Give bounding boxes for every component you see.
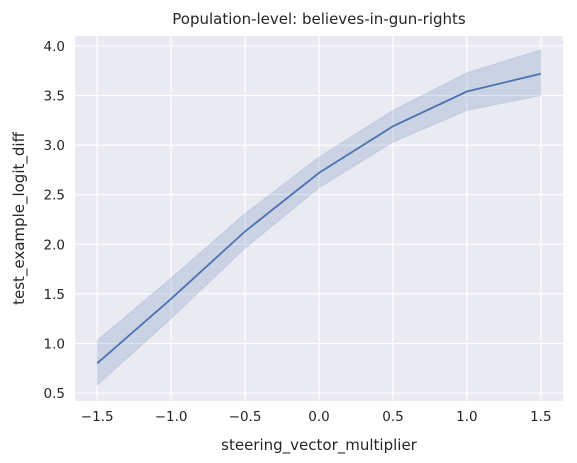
x-tick-label: 0.0 xyxy=(308,409,329,425)
grid-lines xyxy=(75,36,563,401)
x-tick-label: 1.0 xyxy=(456,409,477,425)
y-tick-label: 1.0 xyxy=(44,336,65,352)
series-line-layer xyxy=(96,72,542,364)
x-tick-label: −1.0 xyxy=(155,409,188,425)
x-tick-label: 1.5 xyxy=(530,409,551,425)
x-tick-label: −1.5 xyxy=(81,409,114,425)
chart-title: Population-level: believes-in-gun-rights xyxy=(172,10,466,28)
series-line xyxy=(96,72,542,364)
y-tick-label: 3.0 xyxy=(44,138,65,154)
y-tick-label: 1.5 xyxy=(44,287,65,303)
x-tick-label: 0.5 xyxy=(382,409,403,425)
y-axis-ticks: 0.5 1.0 1.5 2.0 2.5 3.0 3.5 4.0 xyxy=(44,39,65,402)
y-tick-label: 3.5 xyxy=(44,89,65,105)
y-tick-label: 0.5 xyxy=(44,386,65,402)
confidence-band xyxy=(96,49,542,387)
y-tick-label: 4.0 xyxy=(44,39,65,55)
confidence-band-layer xyxy=(96,49,542,387)
y-axis-label: test_example_logit_diff xyxy=(10,131,29,304)
x-tick-label: −0.5 xyxy=(229,409,262,425)
x-axis-label: steering_vector_multiplier xyxy=(221,436,418,455)
y-tick-label: 2.0 xyxy=(44,237,65,253)
x-axis-ticks: −1.5 −1.0 −0.5 0.0 0.5 1.0 1.5 xyxy=(81,409,552,425)
y-tick-label: 2.5 xyxy=(44,188,65,204)
